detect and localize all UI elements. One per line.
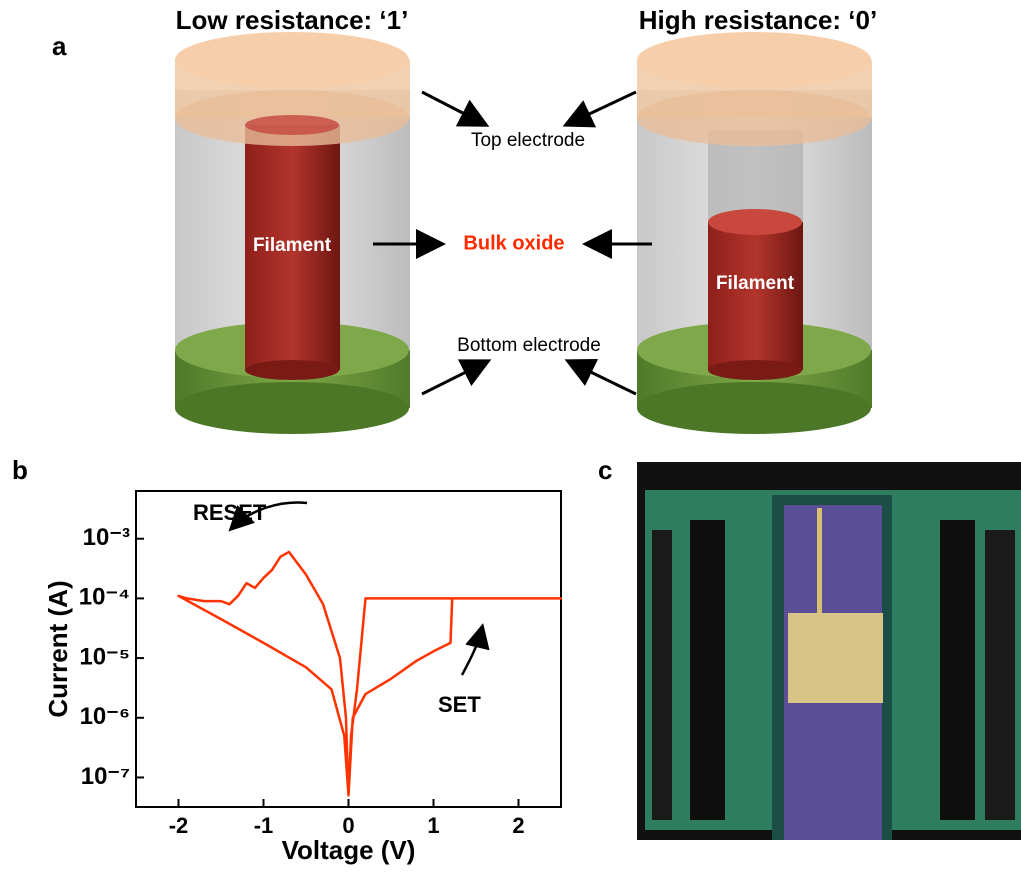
- y-tick-label: 10⁻⁵: [79, 643, 130, 670]
- bulk-oxide-label: Bulk oxide: [463, 232, 564, 254]
- right-title: High resistance: ‘0’: [639, 5, 877, 35]
- left-cell: [175, 32, 410, 434]
- figure: a b c Low resistance: ‘1’ High resistanc…: [0, 0, 1021, 871]
- right-cell: [637, 32, 872, 434]
- x-tick-label: 1: [427, 813, 439, 838]
- filament-label: Filament: [716, 273, 795, 294]
- bottom-electrode-label: Bottom electrode: [457, 335, 601, 356]
- top-electrode-label: Top electrode: [471, 130, 585, 151]
- panel-label: c: [598, 455, 612, 485]
- x-axis-label: Voltage (V): [282, 835, 416, 865]
- photo: [637, 462, 1021, 840]
- y-tick-label: 10⁻³: [83, 524, 130, 551]
- panel-label: a: [52, 31, 67, 61]
- filament-label: Filament: [253, 235, 332, 256]
- y-tick-label: 10⁻⁴: [79, 584, 130, 611]
- y-tick-label: 10⁻⁷: [81, 763, 130, 790]
- y-tick-label: 10⁻⁶: [80, 703, 130, 730]
- x-tick-label: 2: [512, 813, 524, 838]
- panel-label: b: [12, 455, 28, 485]
- y-axis-label: Current (A): [43, 580, 73, 717]
- left-title: Low resistance: ‘1’: [176, 5, 409, 35]
- x-tick-label: -1: [254, 813, 274, 838]
- set-arrow: [462, 628, 482, 675]
- x-tick-label: -2: [169, 813, 189, 838]
- annotation: RESET: [193, 500, 267, 525]
- iv-curve: [179, 552, 562, 795]
- annotation: SET: [438, 692, 481, 717]
